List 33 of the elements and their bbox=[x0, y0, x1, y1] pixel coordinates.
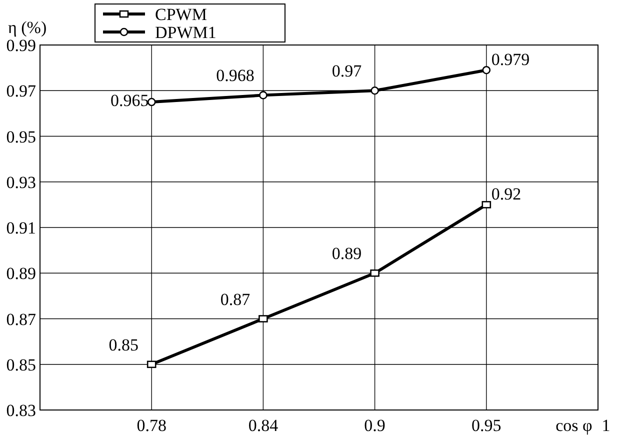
text: 0.85 bbox=[6, 355, 36, 374]
point bbox=[482, 201, 492, 208]
legend-label: DPWM1 bbox=[155, 23, 216, 42]
x-tick-label: 0.95 bbox=[472, 416, 502, 435]
point bbox=[482, 66, 491, 74]
x-tick-label: 1 bbox=[602, 416, 610, 435]
text: 0.91 bbox=[6, 218, 36, 238]
x-axis-title: cos φ bbox=[556, 416, 593, 435]
data-label: 0.87 bbox=[220, 290, 251, 309]
legend-label: CPWM bbox=[155, 5, 207, 24]
data-label: 0.89 bbox=[332, 244, 362, 264]
point bbox=[259, 91, 268, 100]
text: 0.97 bbox=[6, 82, 36, 101]
text: 0.87 bbox=[6, 310, 36, 329]
point bbox=[370, 86, 379, 95]
data-label: 0.965 bbox=[110, 91, 149, 110]
point bbox=[370, 269, 380, 277]
text: 0.83 bbox=[6, 401, 36, 420]
category-label: 0.95 bbox=[6, 127, 36, 146]
data-label: 0.92 bbox=[491, 184, 522, 204]
x-tick-label: 0.84 bbox=[248, 416, 279, 435]
text: 0.89 bbox=[6, 264, 36, 284]
data-label: 0.85 bbox=[108, 335, 138, 354]
x-tick-label: 0.78 bbox=[136, 416, 166, 435]
data-label: 0.968 bbox=[216, 66, 254, 86]
data-label: 0.979 bbox=[491, 50, 530, 70]
point bbox=[146, 360, 156, 368]
x-tick-label: 0.9 bbox=[364, 416, 386, 435]
text: 0.99 bbox=[6, 36, 36, 55]
data-label: 0.97 bbox=[332, 62, 362, 81]
y-axis-title: η (%) bbox=[8, 18, 47, 37]
point bbox=[258, 315, 268, 322]
text: 0.93 bbox=[6, 172, 36, 192]
